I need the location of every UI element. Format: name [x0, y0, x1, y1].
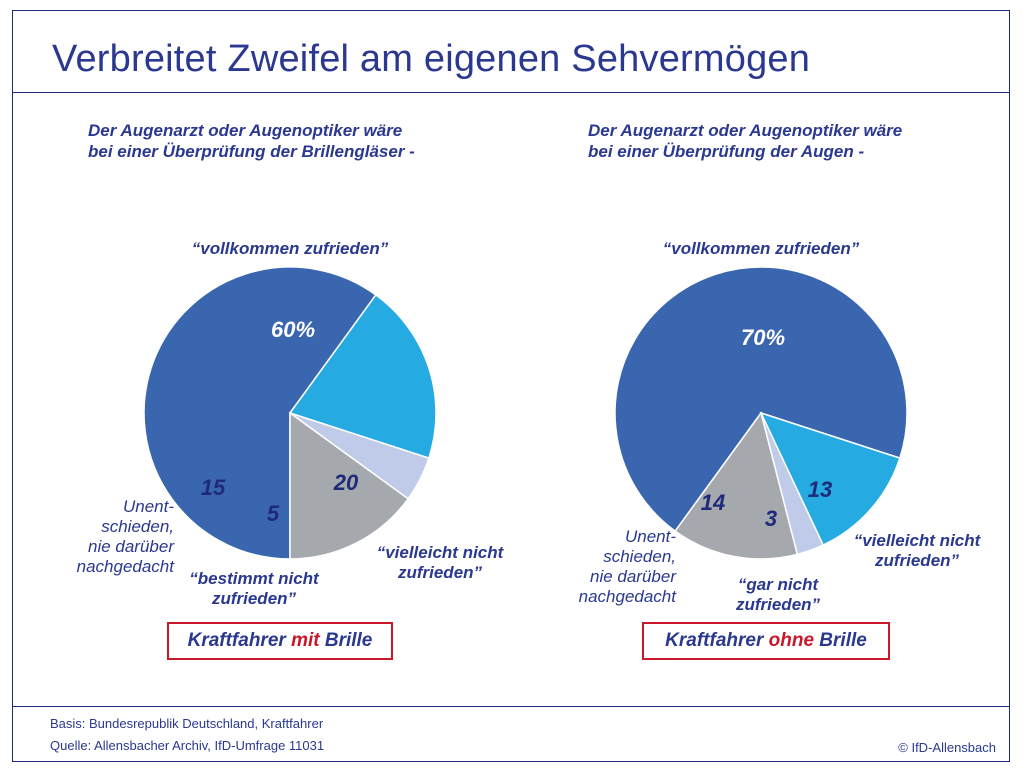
pie-a-subtitle-line1: Der Augenarzt oder Augenoptiker wäre	[88, 121, 403, 140]
pie-a-label-2: “bestimmt nicht zufrieden”	[189, 569, 320, 608]
pie-a-subtitle-line2: bei einer Überprüfung der Brillengläser …	[88, 142, 415, 161]
footer-divider	[12, 706, 1010, 707]
pie-a-value-3: 15	[201, 475, 226, 500]
footer-basis: Basis: Bundesrepublik Deutschland, Kraft…	[50, 716, 324, 731]
pie-b-slice-1	[759, 411, 901, 547]
pie-b-label-0: “vollkommen zufrieden”	[663, 239, 860, 258]
group-label-b-prefix: Kraftfahrer	[665, 630, 769, 651]
pie-b-label-2: “gar nicht zufrieden”	[735, 575, 821, 614]
group-label-a-prefix: Kraftfahrer	[187, 630, 292, 651]
pie-b-value-2: 3	[765, 506, 777, 531]
group-label-with-glasses: Kraftfahrer mit Brille	[167, 622, 393, 660]
pie-b-value-1: 13	[808, 477, 832, 502]
pie-a-slice-3	[289, 411, 410, 560]
group-label-a-highlight: mit	[291, 630, 320, 651]
pie-b-value-0: 70%	[741, 325, 785, 350]
pie-a-value-0: 60%	[271, 317, 315, 342]
pie-b-subtitle: Der Augenarzt oder Augenoptiker wäre bei…	[588, 120, 902, 162]
pie-a-slice-0	[143, 266, 377, 560]
group-label-without-glasses: Kraftfahrer ohne Brille	[642, 622, 890, 660]
pie-b-subtitle-line2: bei einer Überprüfung der Augen -	[588, 142, 865, 161]
pie-a-label-1: “vielleicht nicht zufrieden”	[377, 543, 505, 582]
pie-a-value-1: 20	[333, 470, 359, 495]
pie-b-label-3: Unent-schieden, nie darüber nachgedacht	[579, 527, 678, 606]
pie-b-slice-0	[614, 266, 908, 533]
pie-a-label-0: “vollkommen zufrieden”	[192, 239, 389, 258]
group-label-a-suffix: Brille	[319, 630, 373, 651]
pie-b-label-1: “vielleicht nicht zufrieden”	[854, 531, 982, 570]
pie-b-slice-3	[674, 411, 799, 560]
chart-frame	[12, 10, 1010, 762]
pie-a-label-3: Unent-schieden, nie darüber nachgedacht	[77, 497, 176, 576]
group-label-b-highlight: ohne	[768, 630, 815, 651]
pie-b-subtitle-line1: Der Augenarzt oder Augenoptiker wäre	[588, 121, 903, 140]
footer-source: Quelle: Allensbacher Archiv, IfD-Umfrage…	[50, 738, 325, 753]
footer-copyright: © IfD-Allensbach	[898, 740, 996, 755]
pie-a-value-2: 5	[267, 501, 280, 526]
pie-a-slice-1	[288, 293, 437, 460]
pie-b-value-3: 14	[701, 490, 725, 515]
title-divider	[12, 92, 1010, 93]
group-label-b-suffix: Brille	[814, 630, 867, 651]
chart-title: Verbreitet Zweifel am eigenen Sehvermöge…	[52, 38, 811, 80]
pie-a-subtitle: Der Augenarzt oder Augenoptiker wäre bei…	[88, 120, 415, 162]
